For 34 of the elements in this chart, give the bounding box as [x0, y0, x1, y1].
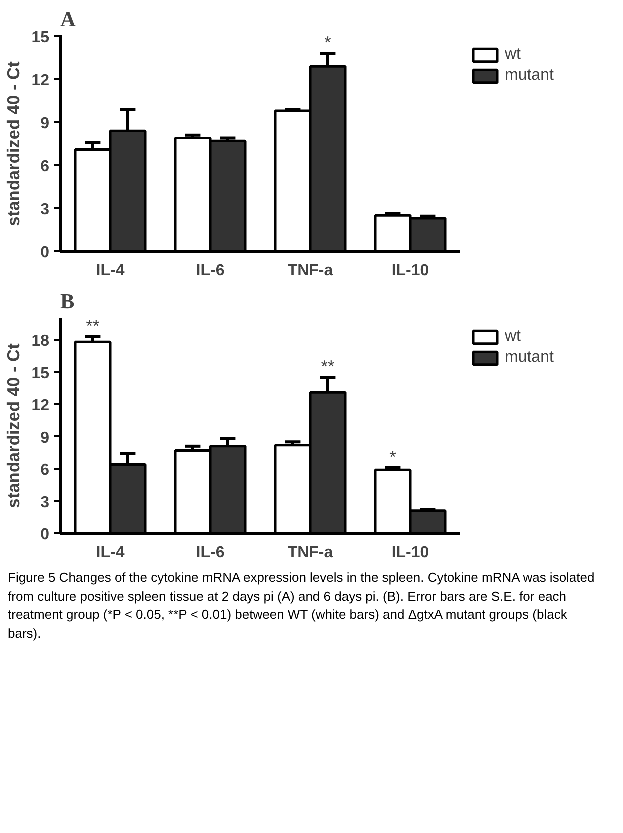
- legend-label: mutant: [505, 67, 554, 85]
- y-tick-label: 15: [32, 365, 50, 382]
- x-tick-label: IL-6: [196, 544, 225, 562]
- y-axis-title: standardized 40 - Ct: [4, 343, 24, 508]
- y-tick-label: 3: [40, 494, 50, 512]
- x-tick-label: IL-4: [96, 544, 125, 562]
- x-tick-label: IL-6: [196, 262, 225, 280]
- caption: Figure 5 Changes of the cytokine mRNA expression levels in the spleen. Cytokine mRNA was isolated from culture positive spleen tissue at 2 days pi (A) and 6 days pi. (B). Error bars are S.E. for each treatment group (*P < 0.05, **P < 0.01) between WT (white bars) and ΔgtxA mutant groups (black bars).: [8, 569, 596, 643]
- x-tick-label: IL-10: [392, 544, 430, 562]
- chart-title: A: [60, 8, 76, 32]
- y-tick-label: 9: [40, 430, 50, 447]
- x-tick-label: TNF-a: [288, 262, 334, 280]
- y-tick-label: 0: [40, 244, 50, 262]
- x-tick-label: IL-4: [96, 262, 125, 280]
- y-tick-label: 0: [40, 526, 50, 544]
- data-label: *: [390, 446, 397, 467]
- y-tick-label: 18: [32, 333, 50, 350]
- x-tick-label: TNF-a: [288, 544, 334, 562]
- data-label: *: [324, 32, 332, 53]
- data-label: **: [86, 316, 100, 336]
- legend-label: wt: [505, 46, 522, 64]
- legend-label: mutant: [505, 349, 554, 367]
- chart-title: B: [60, 290, 75, 314]
- x-tick-label: IL-10: [392, 262, 430, 280]
- y-tick-label: 15: [32, 30, 50, 46]
- y-tick-label: 6: [40, 158, 50, 176]
- y-axis-title: standardized 40 - Ct: [4, 61, 24, 226]
- y-tick-label: 12: [32, 72, 50, 90]
- y-tick-label: 3: [40, 202, 50, 218]
- y-tick-label: 9: [40, 116, 50, 132]
- data-label: **: [321, 356, 335, 377]
- y-tick-label: 12: [32, 398, 50, 414]
- legend-label: wt: [505, 328, 522, 346]
- y-tick-label: 6: [40, 462, 50, 479]
